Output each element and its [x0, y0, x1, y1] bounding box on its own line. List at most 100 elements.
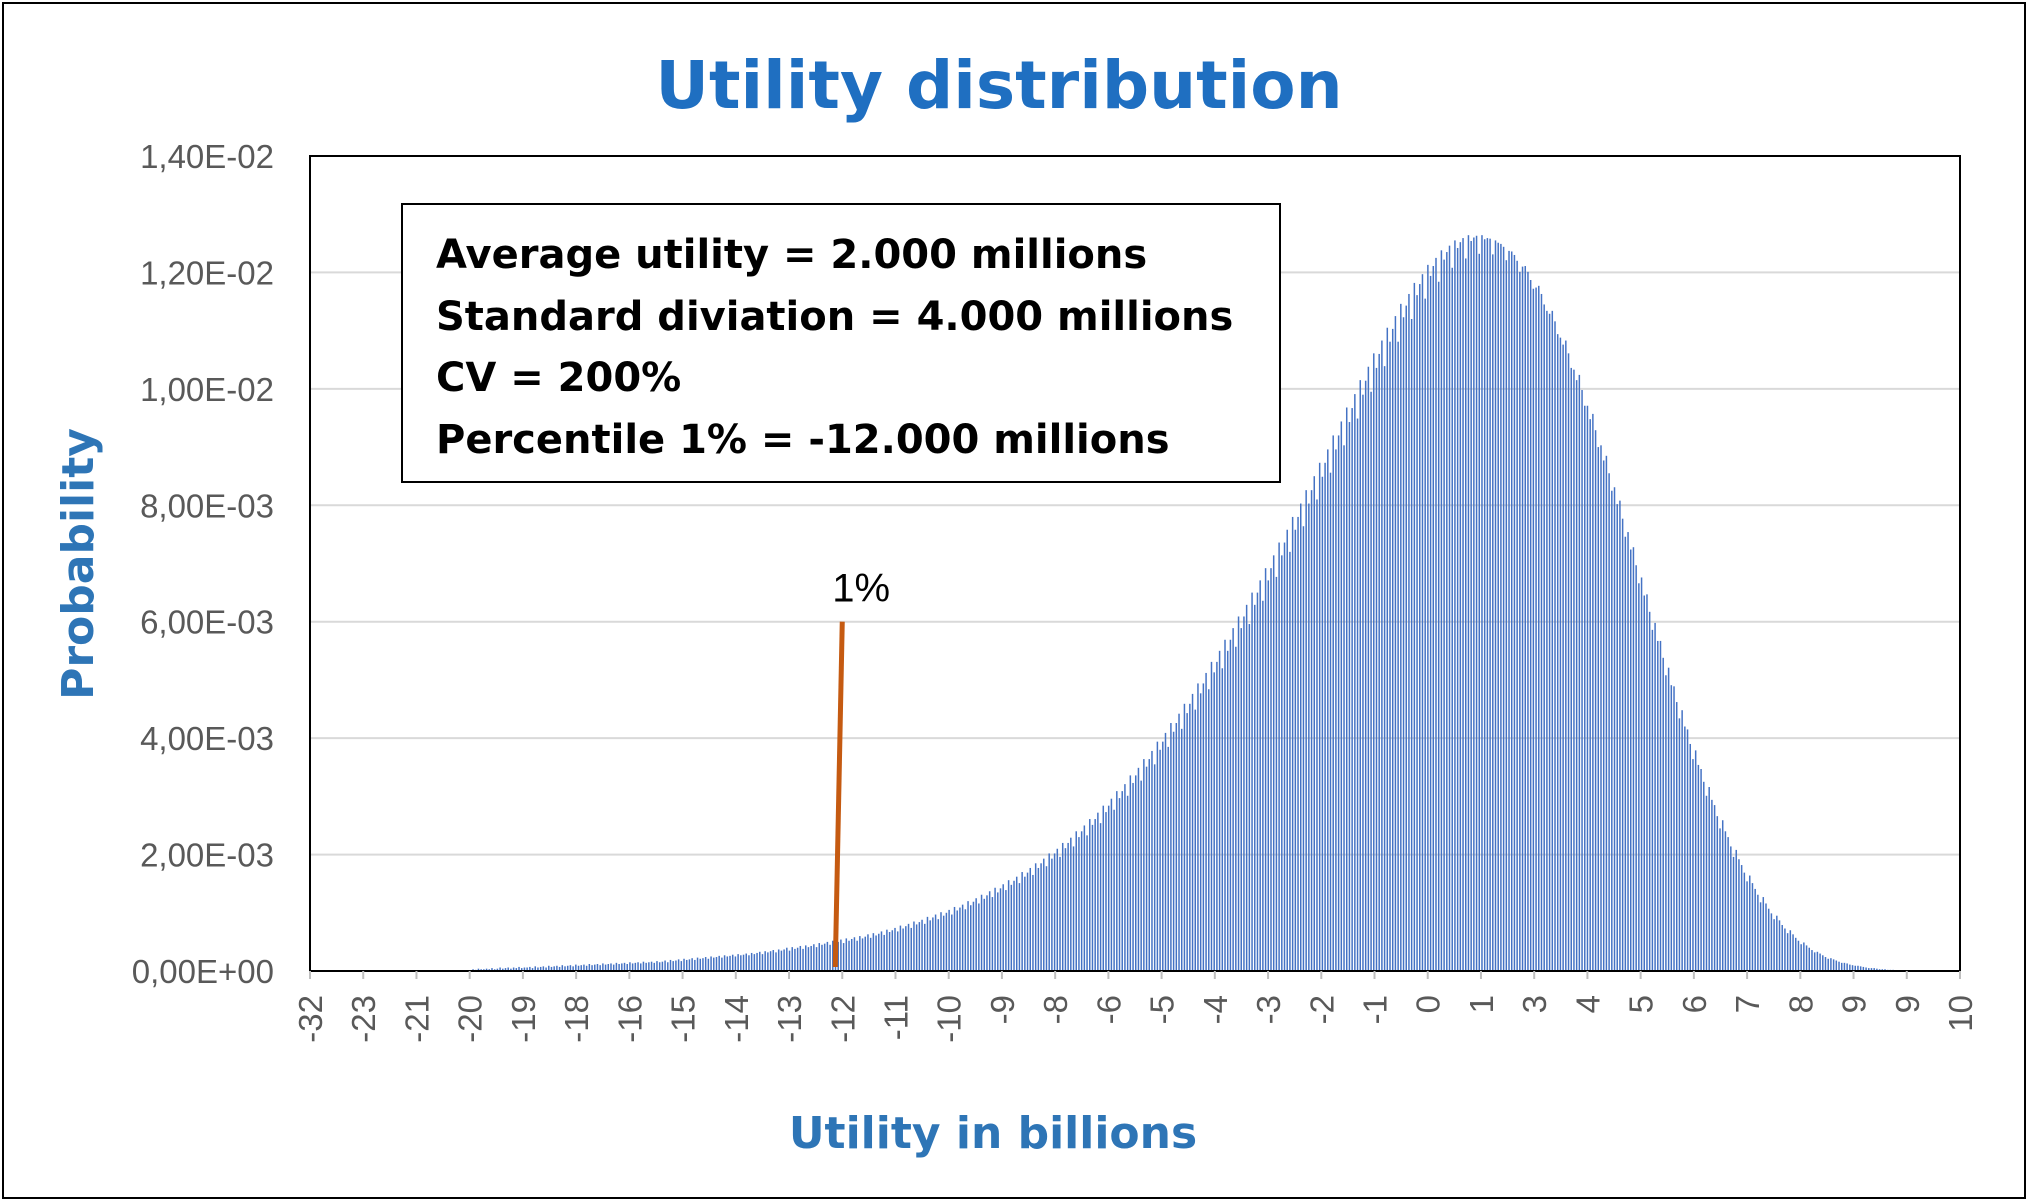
bar	[1386, 327, 1389, 972]
bar	[832, 940, 834, 971]
bar	[1443, 259, 1445, 971]
bar	[1586, 405, 1589, 971]
bar	[910, 927, 912, 971]
bar	[980, 894, 983, 971]
bar	[1186, 713, 1188, 971]
chart-title: Utility distribution	[655, 47, 1342, 124]
bar	[1440, 250, 1443, 971]
x-tick-label: -18	[558, 995, 595, 1043]
bar	[1562, 344, 1564, 971]
bar	[545, 967, 547, 971]
bar	[1510, 251, 1513, 972]
bar	[1224, 639, 1226, 971]
bar	[1064, 848, 1067, 971]
bar	[1351, 408, 1353, 971]
bar	[561, 965, 564, 971]
bar	[1640, 577, 1643, 971]
bar	[1621, 518, 1624, 971]
bar	[1703, 781, 1705, 971]
bar	[1538, 285, 1540, 971]
bar	[1435, 257, 1437, 972]
bar	[718, 955, 720, 971]
bar	[1643, 595, 1646, 971]
bar	[1286, 529, 1288, 971]
bar	[1762, 897, 1765, 971]
x-tick-label: -13	[771, 995, 808, 1043]
bar	[491, 968, 493, 971]
bar	[1697, 764, 1700, 971]
bar	[648, 962, 650, 971]
bar	[1102, 805, 1105, 971]
x-tick-label: -9	[984, 995, 1021, 1024]
bar	[1605, 455, 1608, 971]
bar	[756, 952, 758, 971]
bar	[1448, 245, 1451, 971]
bar	[1592, 413, 1594, 971]
bar	[1405, 305, 1407, 971]
bar	[1711, 799, 1713, 971]
bar	[1305, 490, 1307, 971]
bar	[967, 901, 969, 971]
bar	[1032, 874, 1034, 971]
bar	[680, 961, 683, 971]
bar	[1408, 293, 1410, 972]
bar	[580, 965, 582, 971]
bar	[1808, 947, 1811, 971]
bar	[1137, 767, 1140, 971]
bar	[850, 938, 853, 971]
bar	[1648, 611, 1651, 971]
bar	[948, 909, 950, 972]
bar	[1738, 859, 1740, 971]
bar	[1015, 876, 1018, 971]
bar	[1051, 858, 1053, 971]
bar	[1776, 915, 1778, 971]
bar	[902, 928, 904, 971]
bar	[1548, 313, 1551, 971]
bar	[826, 941, 829, 971]
stats-box-border	[401, 203, 1281, 483]
x-tick-label: -32	[292, 995, 329, 1043]
bar	[1873, 968, 1875, 971]
bar	[1086, 835, 1088, 971]
bar	[1170, 723, 1172, 971]
bar	[1732, 856, 1735, 971]
bar	[856, 940, 858, 971]
bar	[907, 923, 910, 971]
bar	[1143, 759, 1145, 971]
bar	[496, 968, 499, 971]
bar	[634, 962, 637, 971]
bar	[1749, 875, 1751, 971]
bar	[1424, 298, 1426, 972]
y-tick-label: 6,00E-03	[140, 604, 274, 641]
bar	[1421, 274, 1424, 971]
bar	[1805, 945, 1808, 971]
bar	[1256, 592, 1259, 971]
bar	[591, 965, 593, 971]
bar	[1483, 239, 1486, 971]
y-tick-label: 1,40E-02	[140, 138, 274, 175]
bar	[621, 963, 623, 971]
bar	[566, 965, 569, 971]
bar	[1264, 568, 1267, 971]
bar	[767, 952, 769, 971]
x-axis-tick-labels: -32 -23 -21 -20 -19 -18 -16 -15 -14 -13 -12 -11 -10-…	[292, 971, 1979, 1043]
bar	[1416, 295, 1418, 971]
bar	[502, 968, 504, 971]
bar	[1126, 795, 1129, 971]
y-tick-label: 1,00E-02	[140, 371, 274, 408]
bar	[550, 966, 553, 971]
bar	[1148, 759, 1151, 971]
bar	[1876, 968, 1878, 971]
bar	[1267, 580, 1270, 971]
bar	[1667, 667, 1670, 971]
bar	[913, 921, 915, 971]
bar	[1362, 394, 1364, 971]
bar	[1413, 282, 1416, 971]
bar	[583, 964, 585, 971]
bar	[1651, 629, 1654, 971]
bar	[894, 927, 896, 971]
bar	[1573, 369, 1575, 971]
x-tick-label: -19	[505, 995, 542, 1043]
bar	[1843, 962, 1846, 971]
